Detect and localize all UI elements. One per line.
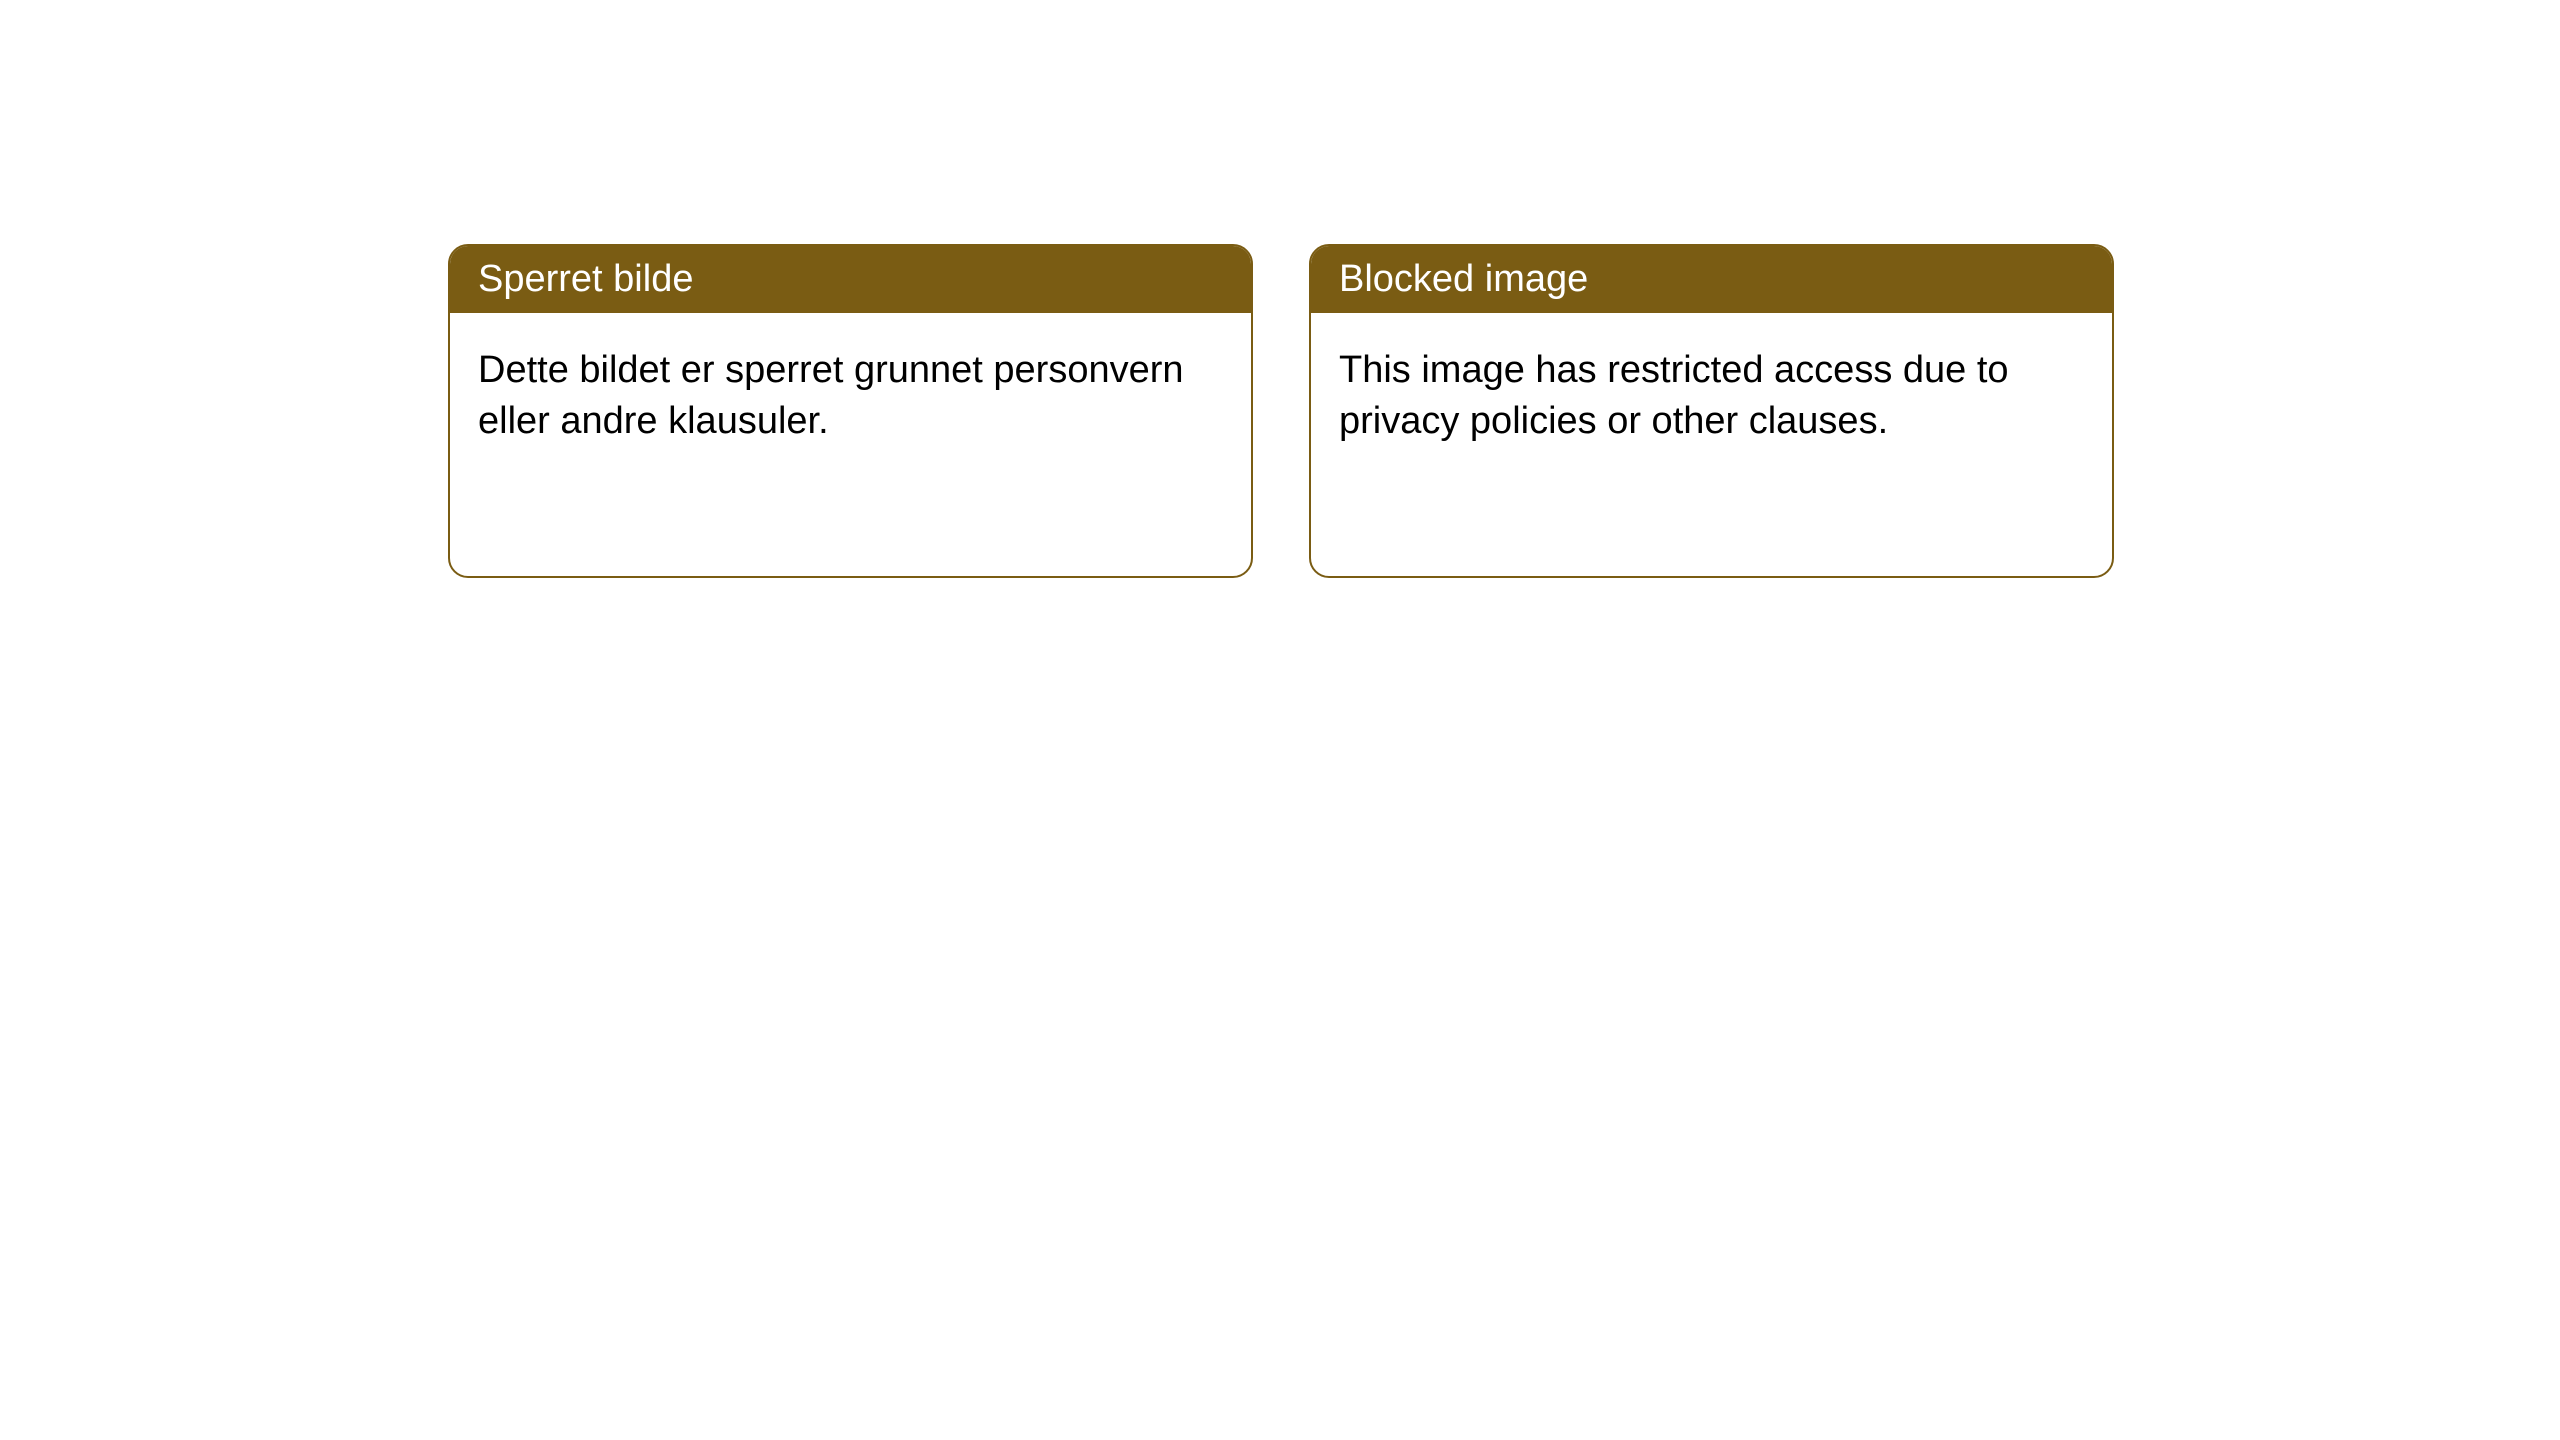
card-message: Dette bildet er sperret grunnet personve… [478, 349, 1184, 442]
card-body: This image has restricted access due to … [1311, 313, 2112, 480]
card-title: Blocked image [1339, 258, 1588, 300]
notice-container: Sperret bilde Dette bildet er sperret gr… [0, 0, 2560, 578]
card-body: Dette bildet er sperret grunnet personve… [450, 313, 1251, 480]
notice-card-norwegian: Sperret bilde Dette bildet er sperret gr… [448, 244, 1253, 578]
card-title: Sperret bilde [478, 258, 693, 300]
card-header: Sperret bilde [450, 246, 1251, 313]
card-message: This image has restricted access due to … [1339, 349, 2009, 442]
notice-card-english: Blocked image This image has restricted … [1309, 244, 2114, 578]
card-header: Blocked image [1311, 246, 2112, 313]
